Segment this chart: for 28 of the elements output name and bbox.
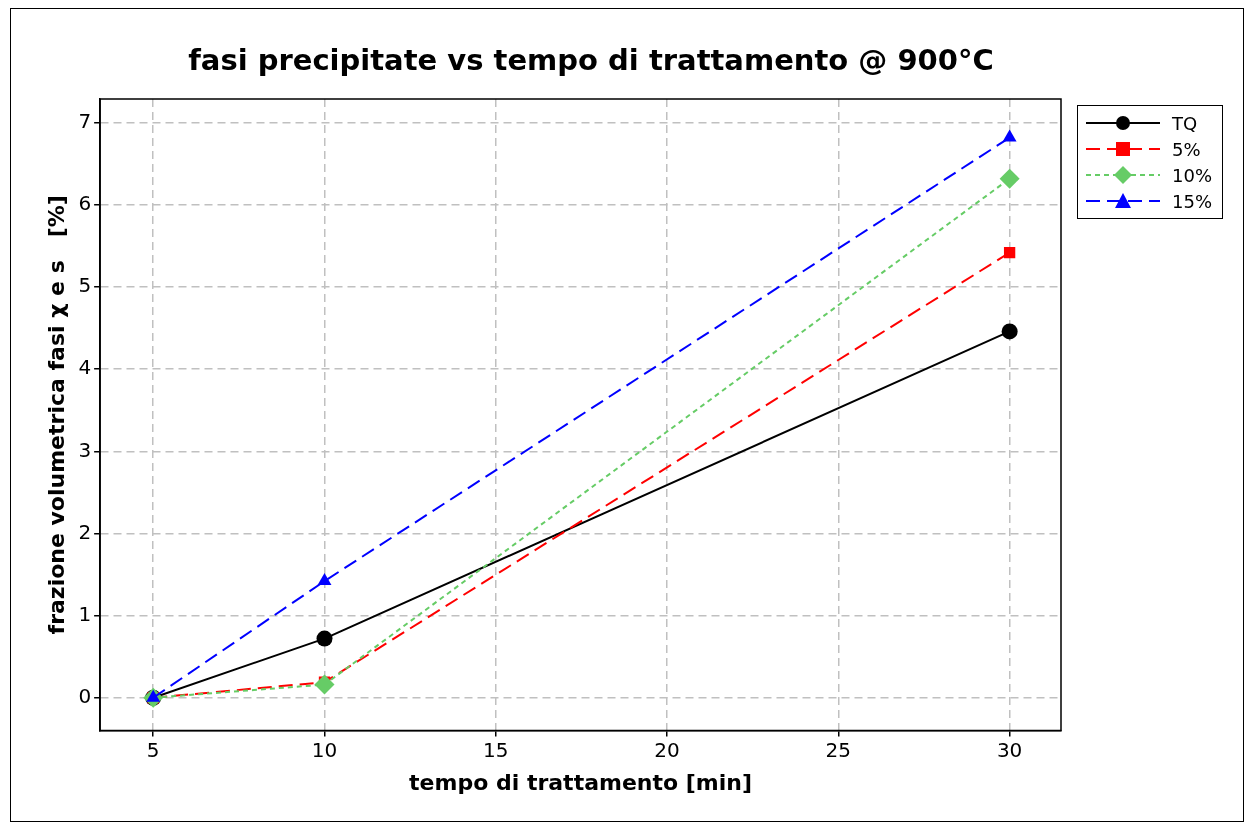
y-tick-label: 7 — [78, 109, 92, 134]
point — [317, 573, 332, 586]
y-tick-label: 2 — [78, 519, 92, 544]
legend-label: 10% — [1172, 164, 1213, 186]
point — [316, 630, 333, 647]
y-tick-label: 4 — [78, 355, 92, 380]
x-tick-label: 25 — [825, 737, 852, 762]
x-tick-label: 30 — [996, 737, 1023, 762]
legend-label: 5% — [1172, 138, 1201, 160]
x-tick-label: 10 — [311, 737, 338, 762]
x-tick-label: 20 — [654, 737, 680, 762]
point — [1003, 246, 1016, 259]
y-tick-label: 0 — [78, 683, 92, 708]
y-axis-title: frazione volumetrica fasi χ e s [%] — [43, 195, 69, 635]
y-tick-label: 5 — [78, 273, 92, 298]
x-tick-label: 5 — [146, 737, 160, 762]
x-tick-label: 15 — [483, 737, 509, 762]
point — [999, 168, 1020, 189]
legend-label: 15% — [1172, 190, 1213, 212]
x-axis-title: tempo di trattamento [min] — [409, 769, 753, 795]
point — [1002, 129, 1017, 142]
legend-label: TQ — [1172, 112, 1198, 134]
y-tick-label: 1 — [78, 601, 92, 626]
y-tick-label: 6 — [78, 191, 92, 216]
point — [1001, 323, 1018, 340]
chart-title: fasi precipitate vs tempo di trattamento @ 900°C — [187, 43, 995, 77]
y-tick-label: 3 — [78, 437, 92, 462]
point — [314, 674, 335, 695]
